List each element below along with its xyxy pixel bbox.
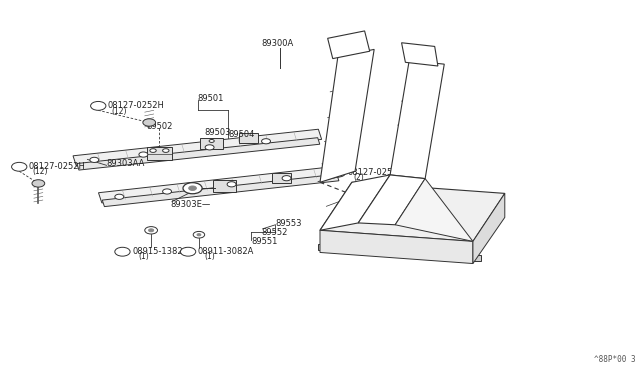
Circle shape — [32, 180, 45, 187]
Bar — [318, 244, 332, 250]
Circle shape — [163, 189, 172, 194]
Bar — [213, 180, 236, 192]
Circle shape — [163, 149, 169, 153]
Polygon shape — [473, 193, 505, 263]
Text: N: N — [185, 249, 191, 255]
Circle shape — [145, 227, 157, 234]
Circle shape — [180, 247, 196, 256]
Circle shape — [197, 234, 201, 236]
Text: 89502: 89502 — [147, 122, 173, 131]
Bar — [200, 138, 223, 150]
Circle shape — [321, 233, 332, 239]
Text: ^88P*00 3: ^88P*00 3 — [594, 355, 636, 364]
Circle shape — [148, 229, 154, 232]
Polygon shape — [99, 166, 340, 203]
Circle shape — [115, 194, 124, 199]
Text: (2): (2) — [354, 173, 365, 182]
Polygon shape — [77, 138, 320, 170]
Circle shape — [150, 149, 156, 153]
Text: 89552: 89552 — [261, 228, 288, 237]
Polygon shape — [320, 182, 505, 241]
Text: 08127-0252G: 08127-0252G — [348, 168, 404, 177]
Circle shape — [282, 176, 291, 181]
Text: 89303AA: 89303AA — [106, 159, 145, 169]
Text: 89303E—: 89303E— — [170, 200, 211, 209]
Bar — [467, 255, 481, 260]
Text: B: B — [17, 164, 22, 170]
Text: 08127-0252H: 08127-0252H — [108, 102, 164, 110]
Polygon shape — [320, 175, 390, 230]
Text: 89300A: 89300A — [261, 39, 294, 48]
Circle shape — [193, 231, 205, 238]
Text: B: B — [335, 170, 340, 176]
Text: 89551: 89551 — [251, 237, 278, 246]
Circle shape — [262, 139, 271, 144]
Text: B: B — [95, 103, 101, 109]
Circle shape — [143, 119, 156, 126]
Circle shape — [205, 145, 214, 150]
Circle shape — [91, 102, 106, 110]
Circle shape — [465, 244, 475, 250]
Polygon shape — [328, 31, 370, 59]
Circle shape — [90, 157, 99, 163]
Text: 89553: 89553 — [275, 219, 302, 228]
Polygon shape — [390, 61, 444, 179]
Text: 89503: 89503 — [204, 128, 230, 137]
Text: 08127-0252H: 08127-0252H — [29, 162, 86, 171]
Polygon shape — [401, 43, 438, 66]
Circle shape — [330, 168, 346, 177]
Circle shape — [189, 186, 196, 190]
Polygon shape — [73, 129, 322, 166]
Polygon shape — [320, 230, 473, 263]
Text: (1): (1) — [204, 252, 215, 262]
Text: 89501: 89501 — [198, 94, 224, 103]
Text: 89504: 89504 — [228, 130, 255, 139]
Text: M: M — [119, 249, 126, 255]
Bar — [272, 173, 291, 183]
Text: (1): (1) — [138, 252, 149, 262]
Text: (12): (12) — [111, 106, 127, 116]
Bar — [147, 147, 172, 160]
Text: 08911-3082A: 08911-3082A — [198, 247, 254, 256]
Polygon shape — [395, 179, 473, 241]
Circle shape — [209, 140, 214, 142]
Circle shape — [12, 162, 27, 171]
Bar — [239, 133, 258, 143]
Circle shape — [227, 182, 236, 187]
Circle shape — [115, 247, 130, 256]
Text: (12): (12) — [32, 167, 47, 176]
Polygon shape — [358, 175, 425, 225]
Circle shape — [139, 152, 148, 157]
Circle shape — [183, 183, 202, 194]
Text: 08915-1382A: 08915-1382A — [132, 247, 188, 256]
Polygon shape — [102, 174, 339, 206]
Polygon shape — [320, 49, 374, 182]
